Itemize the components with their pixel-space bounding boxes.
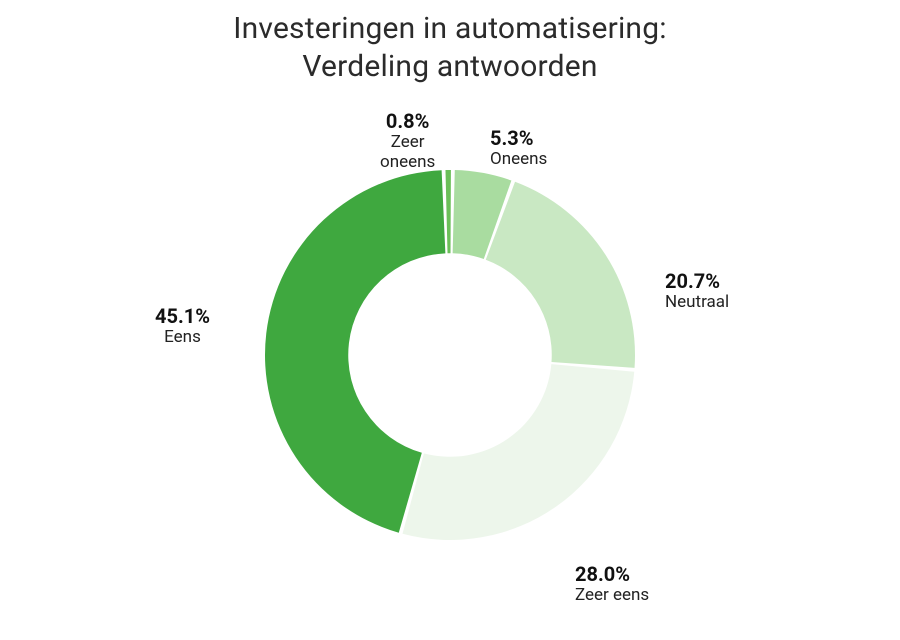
label-neutraal: 20.7% Neutraal xyxy=(665,270,729,313)
label-zeer-eens: 28.0% Zeer eens xyxy=(575,563,649,606)
pct-eens: 45.1% xyxy=(155,305,210,328)
title-line-2: Verdeling antwoorden xyxy=(302,49,597,84)
pct-oneens: 5.3% xyxy=(490,127,547,150)
title-line-1: Investeringen in automatisering: xyxy=(233,11,666,46)
pct-zeer-oneens: 0.8% xyxy=(380,110,435,133)
pct-neutraal: 20.7% xyxy=(665,270,729,293)
label-zeer-oneens: 0.8% Zeeroneens xyxy=(380,110,435,172)
chart-container: Investeringen in automatisering: Verdeli… xyxy=(0,0,900,640)
name-oneens: Oneens xyxy=(490,150,547,170)
donut-chart xyxy=(260,165,640,545)
chart-title: Investeringen in automatisering: Verdeli… xyxy=(0,0,900,85)
slice-zeer_eens xyxy=(403,364,635,540)
slice-neutraal xyxy=(486,182,635,368)
chart-area: 0.8% Zeeroneens 5.3% Oneens 20.7% Neutra… xyxy=(0,95,900,640)
name-eens: Eens xyxy=(155,328,210,348)
label-eens: 45.1% Eens xyxy=(155,305,210,348)
name-zeer-eens: Zeer eens xyxy=(575,586,649,606)
name-neutraal: Neutraal xyxy=(665,293,729,313)
label-oneens: 5.3% Oneens xyxy=(490,127,547,170)
pct-zeer-eens: 28.0% xyxy=(575,563,649,586)
slice-zeer_oneens xyxy=(445,170,450,253)
name-zeer-oneens: Zeeroneens xyxy=(380,133,435,172)
